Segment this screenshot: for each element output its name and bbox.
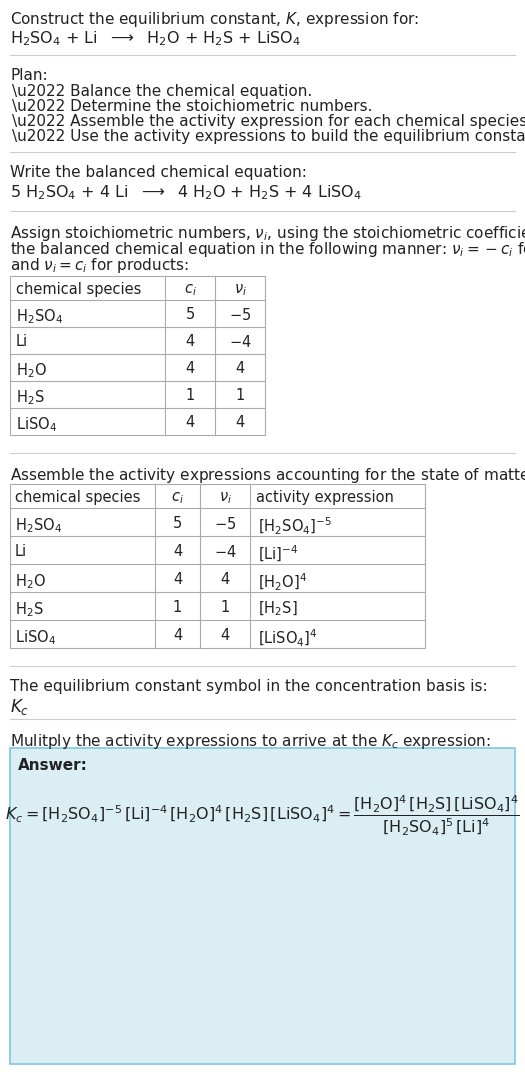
Text: 1: 1: [173, 600, 182, 615]
Text: $K_c$: $K_c$: [10, 697, 29, 717]
Text: \u2022 Determine the stoichiometric numbers.: \u2022 Determine the stoichiometric numb…: [12, 99, 373, 114]
Text: $\mathrm{H_2SO_4}$ + Li  $\longrightarrow$  $\mathrm{H_2O}$ + $\mathrm{H_2S}$ + : $\mathrm{H_2SO_4}$ + Li $\longrightarrow…: [10, 29, 301, 47]
Text: chemical species: chemical species: [16, 282, 141, 297]
Text: Plan:: Plan:: [10, 68, 48, 83]
Text: \u2022 Assemble the activity expression for each chemical species.: \u2022 Assemble the activity expression …: [12, 114, 525, 129]
Text: $\nu_i$: $\nu_i$: [234, 282, 246, 298]
Text: $-5$: $-5$: [229, 307, 251, 323]
Text: 1: 1: [220, 600, 229, 615]
Text: Assign stoichiometric numbers, $\nu_i$, using the stoichiometric coefficients, $: Assign stoichiometric numbers, $\nu_i$, …: [10, 224, 525, 243]
Text: $-5$: $-5$: [214, 516, 236, 532]
Text: 1: 1: [185, 388, 195, 403]
Text: $\mathrm{H_2O}$: $\mathrm{H_2O}$: [15, 572, 46, 591]
Text: activity expression: activity expression: [256, 490, 394, 505]
Text: $\mathrm{LiSO_4}$: $\mathrm{LiSO_4}$: [15, 628, 56, 646]
Text: $[\mathrm{H_2O}]^{4}$: $[\mathrm{H_2O}]^{4}$: [258, 572, 307, 593]
Text: $\nu_i$: $\nu_i$: [218, 490, 232, 506]
Text: $[\mathrm{LiSO_4}]^{4}$: $[\mathrm{LiSO_4}]^{4}$: [258, 628, 318, 650]
Text: $\mathrm{H_2S}$: $\mathrm{H_2S}$: [16, 388, 45, 406]
Text: Mulitply the activity expressions to arrive at the $K_c$ expression:: Mulitply the activity expressions to arr…: [10, 732, 491, 751]
Text: $c_i$: $c_i$: [184, 282, 196, 298]
Text: the balanced chemical equation in the following manner: $\nu_i = -c_i$ for react: the balanced chemical equation in the fo…: [10, 240, 525, 259]
Text: 4: 4: [220, 572, 229, 587]
Text: 4: 4: [185, 361, 195, 376]
Text: 4: 4: [220, 628, 229, 643]
Text: $\mathrm{H_2O}$: $\mathrm{H_2O}$: [16, 361, 47, 379]
Text: Li: Li: [16, 334, 28, 349]
Bar: [10, 748, 515, 1064]
Text: $-4$: $-4$: [214, 544, 236, 560]
Text: $K_c = [\mathrm{H_2SO_4}]^{-5}\,[\mathrm{Li}]^{-4}\,[\mathrm{H_2O}]^{4}\,[\mathr: $K_c = [\mathrm{H_2SO_4}]^{-5}\,[\mathrm…: [5, 793, 520, 837]
Text: Write the balanced chemical equation:: Write the balanced chemical equation:: [10, 165, 307, 180]
Text: 4: 4: [173, 628, 182, 643]
Bar: [10, 276, 265, 435]
Text: $\mathrm{LiSO_4}$: $\mathrm{LiSO_4}$: [16, 415, 57, 434]
Text: 4: 4: [235, 361, 245, 376]
Text: Construct the equilibrium constant, $K$, expression for:: Construct the equilibrium constant, $K$,…: [10, 10, 419, 29]
Text: Assemble the activity expressions accounting for the state of matter and $\nu_i$: Assemble the activity expressions accoun…: [10, 466, 525, 485]
Text: The equilibrium constant symbol in the concentration basis is:: The equilibrium constant symbol in the c…: [10, 679, 488, 694]
Text: $[\mathrm{Li}]^{-4}$: $[\mathrm{Li}]^{-4}$: [258, 544, 298, 564]
Text: and $\nu_i = c_i$ for products:: and $\nu_i = c_i$ for products:: [10, 256, 189, 276]
Text: 4: 4: [173, 544, 182, 559]
Text: 1: 1: [235, 388, 245, 403]
Text: $\mathrm{H_2SO_4}$: $\mathrm{H_2SO_4}$: [15, 516, 62, 535]
Text: 5: 5: [173, 516, 182, 531]
Text: 5: 5: [185, 307, 195, 322]
Text: $[\mathrm{H_2S}]$: $[\mathrm{H_2S}]$: [258, 600, 298, 619]
Text: $-4$: $-4$: [229, 334, 251, 349]
Text: Answer:: Answer:: [18, 758, 88, 773]
Text: 5 $\mathrm{H_2SO_4}$ + 4 Li  $\longrightarrow$  4 $\mathrm{H_2O}$ + $\mathrm{H_2: 5 $\mathrm{H_2SO_4}$ + 4 Li $\longrighta…: [10, 183, 362, 202]
Bar: [10, 483, 425, 647]
Text: 4: 4: [173, 572, 182, 587]
Text: chemical species: chemical species: [15, 490, 140, 505]
Text: $c_i$: $c_i$: [171, 490, 184, 506]
Text: 4: 4: [185, 334, 195, 349]
Text: 4: 4: [235, 415, 245, 430]
Text: $[\mathrm{H_2SO_4}]^{-5}$: $[\mathrm{H_2SO_4}]^{-5}$: [258, 516, 332, 537]
Text: 4: 4: [185, 415, 195, 430]
Text: \u2022 Balance the chemical equation.: \u2022 Balance the chemical equation.: [12, 84, 312, 99]
Text: $\mathrm{H_2SO_4}$: $\mathrm{H_2SO_4}$: [16, 307, 63, 326]
Text: Li: Li: [15, 544, 27, 559]
Text: \u2022 Use the activity expressions to build the equilibrium constant expression: \u2022 Use the activity expressions to b…: [12, 129, 525, 144]
Text: $\mathrm{H_2S}$: $\mathrm{H_2S}$: [15, 600, 44, 619]
